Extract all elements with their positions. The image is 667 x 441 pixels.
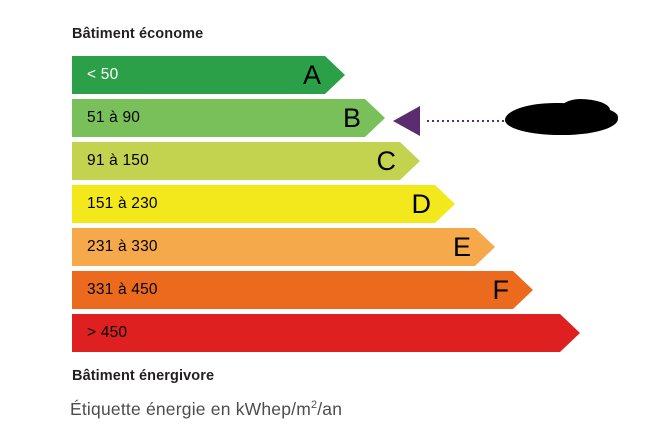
bar-class-letter: D [411,188,432,219]
unit-caption-prefix: Étiquette énergie en kWhep/m [70,399,312,419]
bar-arrow-shape [72,56,345,94]
bar-arrow-shape [72,228,495,266]
energy-class-bar-a: < 50 A [72,56,345,94]
bar-arrow-shape [72,99,385,137]
bar-class-letter: F [492,274,510,305]
bar-class-letter: A [302,59,321,90]
bar-arrow-shape [72,271,533,309]
bar-class-letter: C [376,145,397,176]
label-unit-caption: Étiquette énergie en kWhep/m2/an [70,399,342,420]
bar-range-label: > 450 [87,324,128,341]
energy-class-bar-b: 51 à 90 B [72,99,385,137]
bar-class-letter: B [342,102,361,133]
energy-class-bar-d: 151 à 230 D [72,185,455,223]
bar-arrow-shape [72,314,580,352]
energy-class-bar-f: 331 à 450 F [72,271,533,309]
label-footer-energy-consuming: Bâtiment énergivore [72,368,215,384]
bar-range-label: 91 à 150 [87,152,149,169]
bar-arrow-shape [72,185,455,223]
bar-range-label: 151 à 230 [87,195,158,212]
bar-range-label: 331 à 450 [87,281,158,298]
unit-caption-suffix: /an [317,399,343,419]
unit-caption-exponent: 2 [311,399,318,412]
bar-arrow-shape [72,142,420,180]
energy-class-bar-c: 91 à 150 C [72,142,420,180]
energy-class-bar-e: 231 à 330 E [72,228,495,266]
bar-range-label: < 50 [87,66,119,83]
energy-class-bar-g: > 450 [72,314,580,352]
bar-range-label: 231 à 330 [87,238,158,255]
label-header-economical: Bâtiment économe [72,26,204,42]
bar-range-label: 51 à 90 [87,109,141,126]
bar-class-letter: E [452,231,471,262]
